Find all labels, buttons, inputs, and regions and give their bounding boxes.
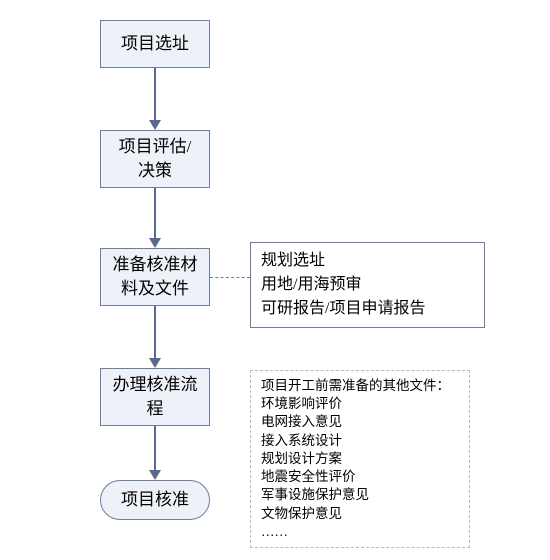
node-site-selection: 项目选址 — [100, 20, 210, 68]
edge-arrowhead — [149, 358, 161, 368]
dashed-item: …… — [261, 523, 459, 541]
dashed-item: 规划设计方案 — [261, 450, 459, 468]
node-prepare-materials: 准备核准材料及文件 — [100, 248, 210, 306]
dashed-item: 环境影响评价 — [261, 395, 459, 413]
side-line: 规划选址 — [261, 249, 474, 273]
dashed-connector — [210, 277, 250, 278]
edge-arrowhead — [149, 238, 161, 248]
side-line: 可研报告/项目申请报告 — [261, 297, 474, 321]
dashed-item: 地震安全性评价 — [261, 468, 459, 486]
edge-line — [154, 68, 156, 120]
flowchart-canvas: 项目选址 项目评估/决策 准备核准材料及文件 规划选址 用地/用海预审 可研报告… — [0, 0, 550, 560]
dashed-item: 电网接入意见 — [261, 413, 459, 431]
edge-arrowhead — [149, 470, 161, 480]
dashed-title: 项目开工前需准备的其他文件： — [261, 377, 459, 395]
dashed-annotation-box: 项目开工前需准备的其他文件： 环境影响评价 电网接入意见 接入系统设计 规划设计… — [250, 370, 470, 548]
dashed-item: 接入系统设计 — [261, 432, 459, 450]
edge-arrowhead — [149, 120, 161, 130]
node-label: 准备核准材料及文件 — [113, 253, 198, 301]
dashed-item: 军事设施保护意见 — [261, 486, 459, 504]
node-label: 办理核准流程 — [113, 373, 198, 421]
edge-line — [154, 306, 156, 358]
node-approval-process: 办理核准流程 — [100, 368, 210, 426]
node-label: 项目评估/决策 — [119, 135, 192, 183]
node-evaluation-decision: 项目评估/决策 — [100, 130, 210, 188]
node-label: 项目选址 — [121, 32, 189, 56]
side-annotation-box: 规划选址 用地/用海预审 可研报告/项目申请报告 — [250, 242, 485, 328]
edge-line — [154, 188, 156, 238]
side-line: 用地/用海预审 — [261, 273, 474, 297]
edge-line — [154, 426, 156, 470]
dashed-item: 文物保护意见 — [261, 505, 459, 523]
node-label: 项目核准 — [121, 488, 189, 512]
node-project-approved: 项目核准 — [100, 480, 210, 520]
